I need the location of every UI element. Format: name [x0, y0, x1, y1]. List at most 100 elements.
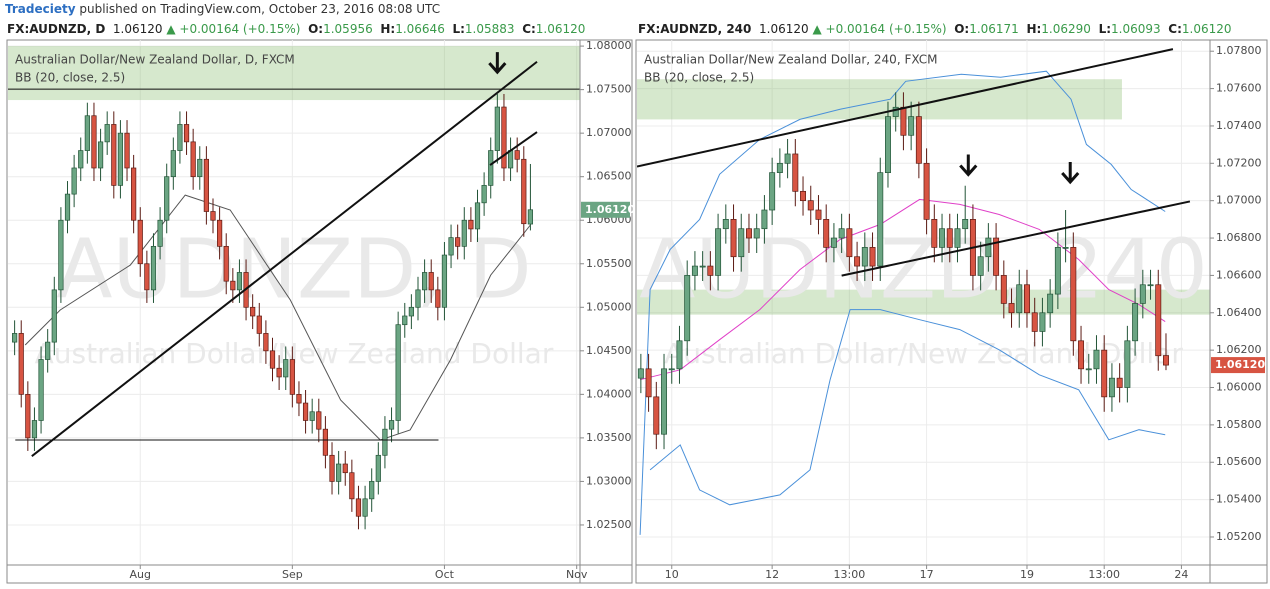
panel-frame	[635, 39, 1268, 584]
candle-body	[722, 219, 729, 230]
candle-body	[784, 153, 791, 164]
y-tick-label: 1.07400	[1216, 119, 1262, 132]
x-tick-label: 12	[765, 568, 779, 581]
trend-line	[637, 48, 1174, 168]
chart-header: FX:AUDNZD, D 1.06120 ▲ +0.00164 (+0.15%)…	[7, 22, 585, 36]
ohlc-label: O:	[954, 22, 970, 36]
candle-body	[946, 228, 953, 248]
candle-body	[668, 368, 675, 371]
candle-body	[861, 247, 868, 267]
candle-body	[869, 247, 876, 267]
candle-body	[1039, 312, 1046, 332]
candle-body	[402, 315, 408, 326]
y-tick-label: 1.08000	[586, 39, 632, 52]
candle-body	[468, 219, 474, 230]
candle-body	[38, 359, 44, 421]
publish-line: Tradeciety published on TradingView.com,…	[5, 2, 440, 16]
panel-frame	[6, 39, 633, 584]
candle-body	[823, 219, 830, 248]
legend-text: Australian Dollar/New Zealand Dollar, D,…	[15, 53, 295, 67]
candle-body	[104, 124, 110, 143]
x-tick-label: Sep	[282, 568, 303, 581]
candle-body	[962, 219, 969, 230]
watermark: AUDNZD, D	[56, 222, 531, 317]
candle-body	[269, 350, 276, 369]
candle-body	[637, 368, 644, 379]
candle-body	[51, 289, 57, 343]
candle-body	[302, 402, 309, 421]
candle-body	[164, 176, 170, 221]
chart-header: FX:AUDNZD, 240 1.06120 ▲ +0.00164 (+0.15…	[638, 22, 1232, 36]
ohlc-label: O:	[308, 22, 324, 36]
candle-body	[521, 158, 527, 225]
candle-body	[707, 265, 714, 276]
y-tick-label: 1.06800	[1216, 231, 1262, 244]
candle-body	[691, 265, 698, 276]
candle-body	[527, 209, 534, 225]
candle-body	[223, 245, 229, 282]
candle-body	[97, 141, 104, 169]
legend-text: BB (20, close, 2.5)	[644, 71, 754, 85]
y-tick-label: 1.05800	[1216, 418, 1262, 431]
candle-body	[322, 428, 329, 456]
candle-body	[336, 463, 342, 482]
candle-body	[684, 275, 691, 342]
y-tick-label: 1.07800	[1216, 44, 1262, 57]
y-tick-label: 1.06200	[1216, 343, 1262, 356]
candle-body	[117, 132, 124, 186]
y-tick-label: 1.07000	[1216, 194, 1262, 207]
bollinger-band	[639, 70, 1166, 535]
candle-body	[481, 185, 487, 204]
candle-body	[815, 209, 822, 220]
watermark: AUDNZD, 240	[639, 222, 1208, 317]
candle-body	[210, 211, 216, 221]
x-tick-label: 10	[665, 568, 679, 581]
y-tick-label: 1.03500	[586, 431, 632, 444]
candle-body	[382, 428, 388, 456]
candle-body	[395, 324, 401, 421]
candle-body	[316, 411, 322, 430]
candle-body	[488, 150, 494, 186]
candle-body	[230, 280, 236, 291]
candle-body	[792, 153, 799, 192]
candle-body	[645, 368, 652, 398]
ohlc-value: 1.06120	[1181, 22, 1232, 36]
candle-body	[78, 150, 84, 169]
candle-body	[197, 158, 203, 178]
y-tick-label: 1.05500	[586, 257, 632, 270]
y-tick-label: 1.05200	[1216, 530, 1262, 543]
y-tick-label: 1.06400	[1216, 306, 1262, 319]
candle-body	[954, 228, 961, 248]
candle-body	[877, 172, 884, 267]
candle-body	[329, 454, 335, 482]
candle-body	[45, 341, 51, 360]
author[interactable]: Tradeciety	[5, 2, 76, 16]
x-tick-label: 24	[1174, 568, 1188, 581]
price-label-box	[1211, 357, 1265, 374]
y-tick-label: 1.05600	[1216, 455, 1262, 468]
ohlc-value: 1.05956	[323, 22, 373, 36]
candle-body	[388, 420, 395, 430]
candle-body	[250, 306, 256, 317]
candle-body	[753, 228, 760, 239]
candle-body	[699, 265, 706, 268]
y-tick-label: 1.04000	[586, 387, 632, 400]
candle-body	[217, 219, 223, 247]
candle-body	[1155, 284, 1162, 357]
y-tick-label: 1.05000	[586, 300, 632, 313]
candle-body	[276, 367, 282, 378]
zone	[637, 289, 1210, 315]
candle-body	[157, 219, 163, 247]
candle-body	[283, 359, 289, 378]
candle-body	[761, 209, 768, 230]
symbol: FX:AUDNZD, 240	[638, 22, 752, 36]
trend-line	[489, 131, 538, 166]
change: ▲ +0.00164 (+0.15%)	[812, 22, 947, 36]
x-tick-label: 17	[920, 568, 934, 581]
candle-body	[1139, 284, 1146, 304]
candle-body	[838, 228, 845, 239]
candle-body	[807, 200, 814, 211]
candle-body	[738, 228, 745, 258]
candle-body	[71, 167, 77, 195]
